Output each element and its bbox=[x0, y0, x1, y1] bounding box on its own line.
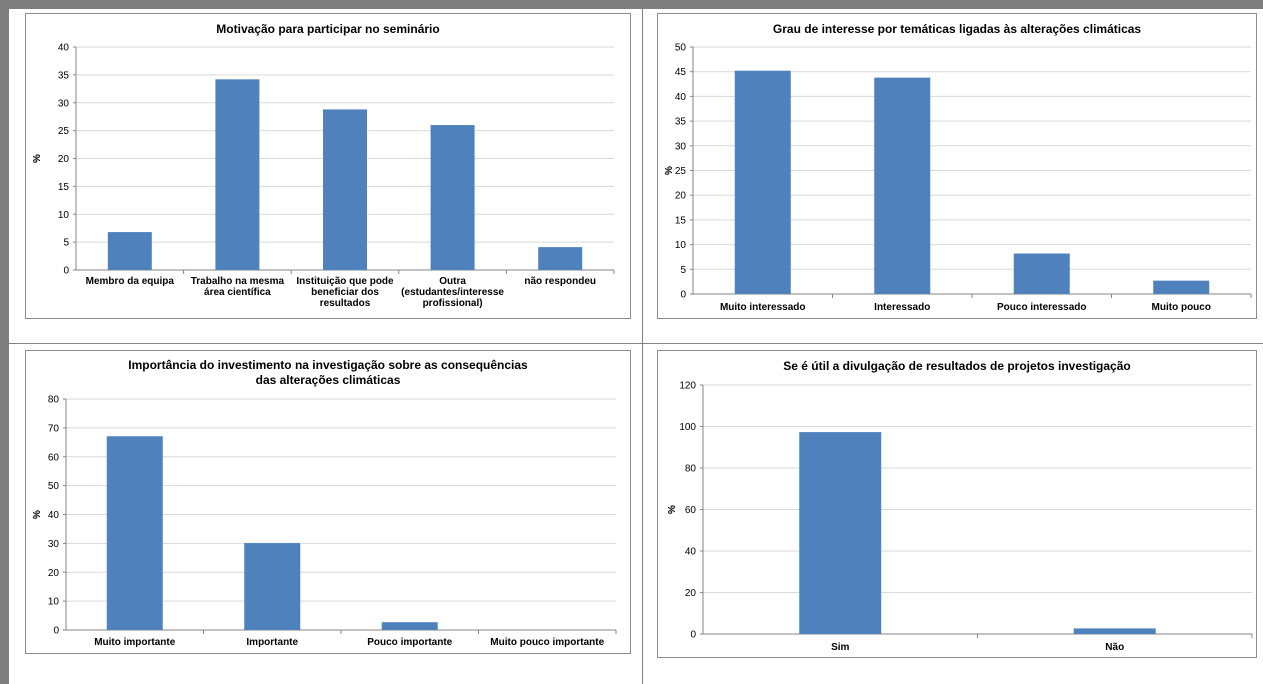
y-tick-label: 50 bbox=[48, 481, 60, 492]
y-tick-label: 10 bbox=[48, 597, 60, 608]
y-tick-label: 0 bbox=[690, 630, 696, 641]
y-tick-label: 10 bbox=[58, 210, 70, 221]
x-category-label: Interessado bbox=[874, 302, 930, 313]
chart-title: Se é útil a divulgação de resultados de … bbox=[783, 359, 1130, 373]
chart-title: Motivação para participar no seminário bbox=[216, 22, 439, 36]
bar bbox=[1153, 280, 1210, 294]
y-tick-label: 10 bbox=[675, 240, 687, 251]
chart-svg: Se é útil a divulgação de resultados de … bbox=[667, 359, 1253, 653]
chart-svg: Motivação para participar no seminário 0 5… bbox=[32, 22, 615, 309]
y-tick-label: 40 bbox=[48, 510, 60, 521]
x-category-label: Outra (estudantes/interesse profissional) bbox=[401, 276, 504, 309]
y-tick-label: 15 bbox=[58, 182, 70, 193]
x-category-label: Pouco interessado bbox=[997, 302, 1086, 313]
y-tick-label: 30 bbox=[58, 98, 70, 109]
cell-divider-horizontal bbox=[9, 343, 1263, 344]
bar bbox=[1073, 628, 1156, 634]
y-tick-label: 50 bbox=[675, 43, 687, 54]
chart-importancia-investimento: Importância do investimento na investiga… bbox=[25, 350, 631, 654]
y-tick-label: 120 bbox=[679, 381, 696, 392]
y-tick-label: 70 bbox=[48, 423, 60, 434]
bar bbox=[323, 109, 367, 270]
y-tick-label: 60 bbox=[48, 452, 60, 463]
y-tick-label: 40 bbox=[685, 547, 697, 558]
x-category-label: Membro da equipa bbox=[86, 276, 175, 287]
y-tick-label: 35 bbox=[58, 70, 70, 81]
chart-utilidade-divulgacao: Se é útil a divulgação de resultados de … bbox=[657, 350, 1257, 658]
chart-svg: Importância do investimento na investiga… bbox=[32, 358, 617, 648]
y-tick-label: 35 bbox=[675, 117, 687, 128]
bar bbox=[244, 543, 301, 630]
chart-title: Grau de interesse por temáticas ligadas … bbox=[773, 22, 1142, 36]
x-category-label: Pouco importante bbox=[367, 637, 452, 648]
bar bbox=[107, 232, 152, 270]
y-tick-label: 40 bbox=[675, 92, 687, 103]
y-tick-label: 20 bbox=[58, 154, 70, 165]
x-category-label: Instituição que pode beneficiar dos result… bbox=[296, 276, 394, 309]
cell-divider-vertical bbox=[642, 9, 643, 684]
bar bbox=[215, 79, 260, 271]
x-category-label: Muito importante bbox=[94, 637, 176, 648]
bar bbox=[734, 70, 791, 294]
frame-left-border bbox=[0, 0, 9, 684]
chart-motivacao: Motivação para participar no seminário 0 5… bbox=[25, 13, 631, 319]
chart-title: Importância do investimento na investiga… bbox=[128, 358, 528, 372]
x-category-label: Muito pouco importante bbox=[490, 637, 604, 648]
x-category-label: Não bbox=[1105, 642, 1124, 653]
frame-top-border bbox=[0, 0, 1263, 9]
y-tick-label: 40 bbox=[58, 43, 70, 54]
bar bbox=[106, 436, 163, 630]
bar bbox=[1013, 253, 1070, 294]
y-tick-label: 25 bbox=[675, 166, 687, 177]
y-axis-label: % bbox=[667, 505, 678, 514]
y-tick-label: 30 bbox=[675, 141, 687, 152]
chart-svg: Grau de interesse por temáticas ligadas … bbox=[664, 22, 1252, 313]
chart-title-line-2: das alterações climáticas bbox=[256, 373, 401, 387]
y-axis-label: % bbox=[664, 166, 675, 175]
bar bbox=[538, 247, 583, 270]
bar bbox=[799, 432, 882, 634]
y-tick-label: 0 bbox=[680, 290, 686, 301]
y-tick-label: 5 bbox=[680, 265, 686, 276]
y-axis-label: % bbox=[32, 510, 43, 519]
x-category-label: Trabalho na mesma área científica bbox=[191, 276, 285, 298]
bar bbox=[430, 125, 475, 270]
y-tick-label: 0 bbox=[63, 266, 69, 277]
bar bbox=[381, 622, 438, 630]
chart-grau-interesse: Grau de interesse por temáticas ligadas … bbox=[657, 13, 1257, 319]
y-tick-label: 30 bbox=[48, 539, 60, 550]
y-tick-label: 80 bbox=[685, 464, 697, 475]
y-tick-label: 60 bbox=[685, 505, 697, 516]
y-tick-label: 20 bbox=[685, 588, 697, 599]
x-category-label: Muito pouco bbox=[1152, 302, 1211, 313]
y-tick-label: 20 bbox=[675, 191, 687, 202]
y-tick-label: 25 bbox=[58, 126, 70, 137]
y-tick-label: 0 bbox=[53, 626, 59, 637]
y-tick-label: 20 bbox=[48, 568, 60, 579]
x-category-label: não respondeu bbox=[524, 276, 596, 287]
y-tick-label: 15 bbox=[675, 215, 687, 226]
y-axis-label: % bbox=[32, 154, 43, 163]
x-category-label: Importante bbox=[246, 637, 298, 648]
y-tick-label: 100 bbox=[679, 422, 696, 433]
y-tick-label: 45 bbox=[675, 67, 687, 78]
bar bbox=[874, 77, 931, 295]
x-category-label: Muito interessado bbox=[720, 302, 806, 313]
y-tick-label: 80 bbox=[48, 395, 60, 406]
y-tick-label: 5 bbox=[63, 238, 69, 249]
x-category-label: Sim bbox=[831, 642, 849, 653]
